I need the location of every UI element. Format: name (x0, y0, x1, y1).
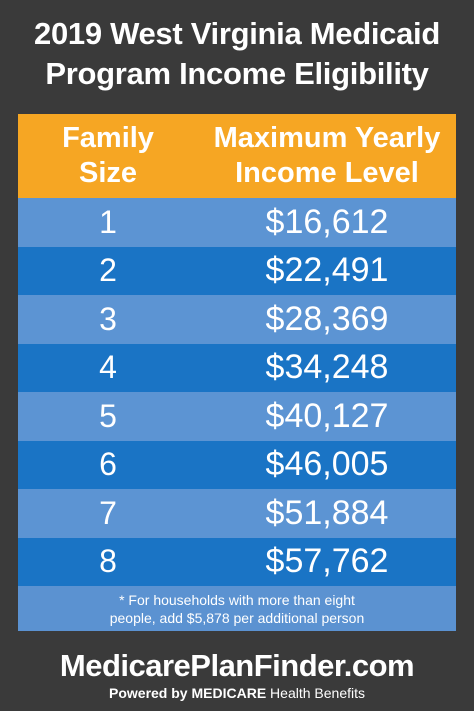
family-size-cell: 3 (99, 300, 117, 337)
income-cell: $51,884 (265, 493, 389, 532)
column-header-income-line-1: Maximum Yearly (213, 122, 441, 154)
tagline-brand: MEDICARE (191, 684, 267, 701)
income-cell: $57,762 (265, 542, 389, 581)
family-size-cell: 1 (99, 203, 117, 240)
table-row: 7 $51,884 (18, 489, 456, 538)
table-row: 3 $28,369 (18, 295, 456, 344)
family-size-cell: 5 (99, 397, 117, 434)
family-size-cell: 8 (99, 543, 117, 580)
family-size-cell: 6 (99, 446, 117, 483)
family-size-cell: 7 (99, 494, 117, 531)
page-title: 2019 West Virginia Medicaid Program Inco… (0, 0, 474, 108)
title-line-2: Program Income Eligibility (45, 56, 429, 91)
family-size-cell: 4 (99, 349, 117, 386)
column-header-family-size-line-1: Family (62, 122, 154, 154)
table-row: 8 $57,762 (18, 537, 456, 586)
eligibility-table: Family Size Maximum Yearly Income Level … (18, 114, 456, 631)
footnote: * For households with more than eight pe… (18, 586, 456, 631)
family-size-cell: 2 (99, 252, 117, 289)
income-cell: $46,005 (265, 445, 389, 484)
income-cell: $40,127 (265, 396, 389, 435)
income-cell: $28,369 (265, 299, 389, 338)
column-header-income: Maximum Yearly Income Level (198, 114, 456, 198)
table-row: 5 $40,127 (18, 392, 456, 441)
table-header: Family Size Maximum Yearly Income Level (18, 114, 456, 198)
table-body: 1 $16,612 2 $22,491 3 $28,369 4 $34,248 … (18, 198, 456, 586)
tagline-suffix: Health Benefits (270, 684, 365, 701)
column-header-family-size-line-2: Size (78, 157, 138, 189)
income-cell: $22,491 (265, 251, 389, 290)
tagline: Powered by MEDICARE Health Benefits (109, 684, 365, 702)
brand-logo: MedicarePlanFinder.com (59, 647, 415, 683)
table-row: 4 $34,248 (18, 343, 456, 392)
tagline-prefix: Powered by (109, 684, 188, 701)
footnote-line-2: people, add $5,878 per additional person (109, 609, 365, 626)
title-line-1: 2019 West Virginia Medicaid (34, 16, 440, 51)
income-cell: $16,612 (265, 202, 389, 241)
table-row: 6 $46,005 (18, 440, 456, 489)
footnote-line-1: * For households with more than eight (119, 591, 355, 608)
footer: MedicarePlanFinder.com Powered by MEDICA… (0, 638, 474, 711)
table-row: 2 $22,491 (18, 246, 456, 295)
table-row: 1 $16,612 (18, 198, 456, 247)
income-cell: $34,248 (265, 348, 389, 387)
column-header-family-size: Family Size (18, 114, 198, 198)
column-header-income-line-2: Income Level (235, 157, 419, 189)
